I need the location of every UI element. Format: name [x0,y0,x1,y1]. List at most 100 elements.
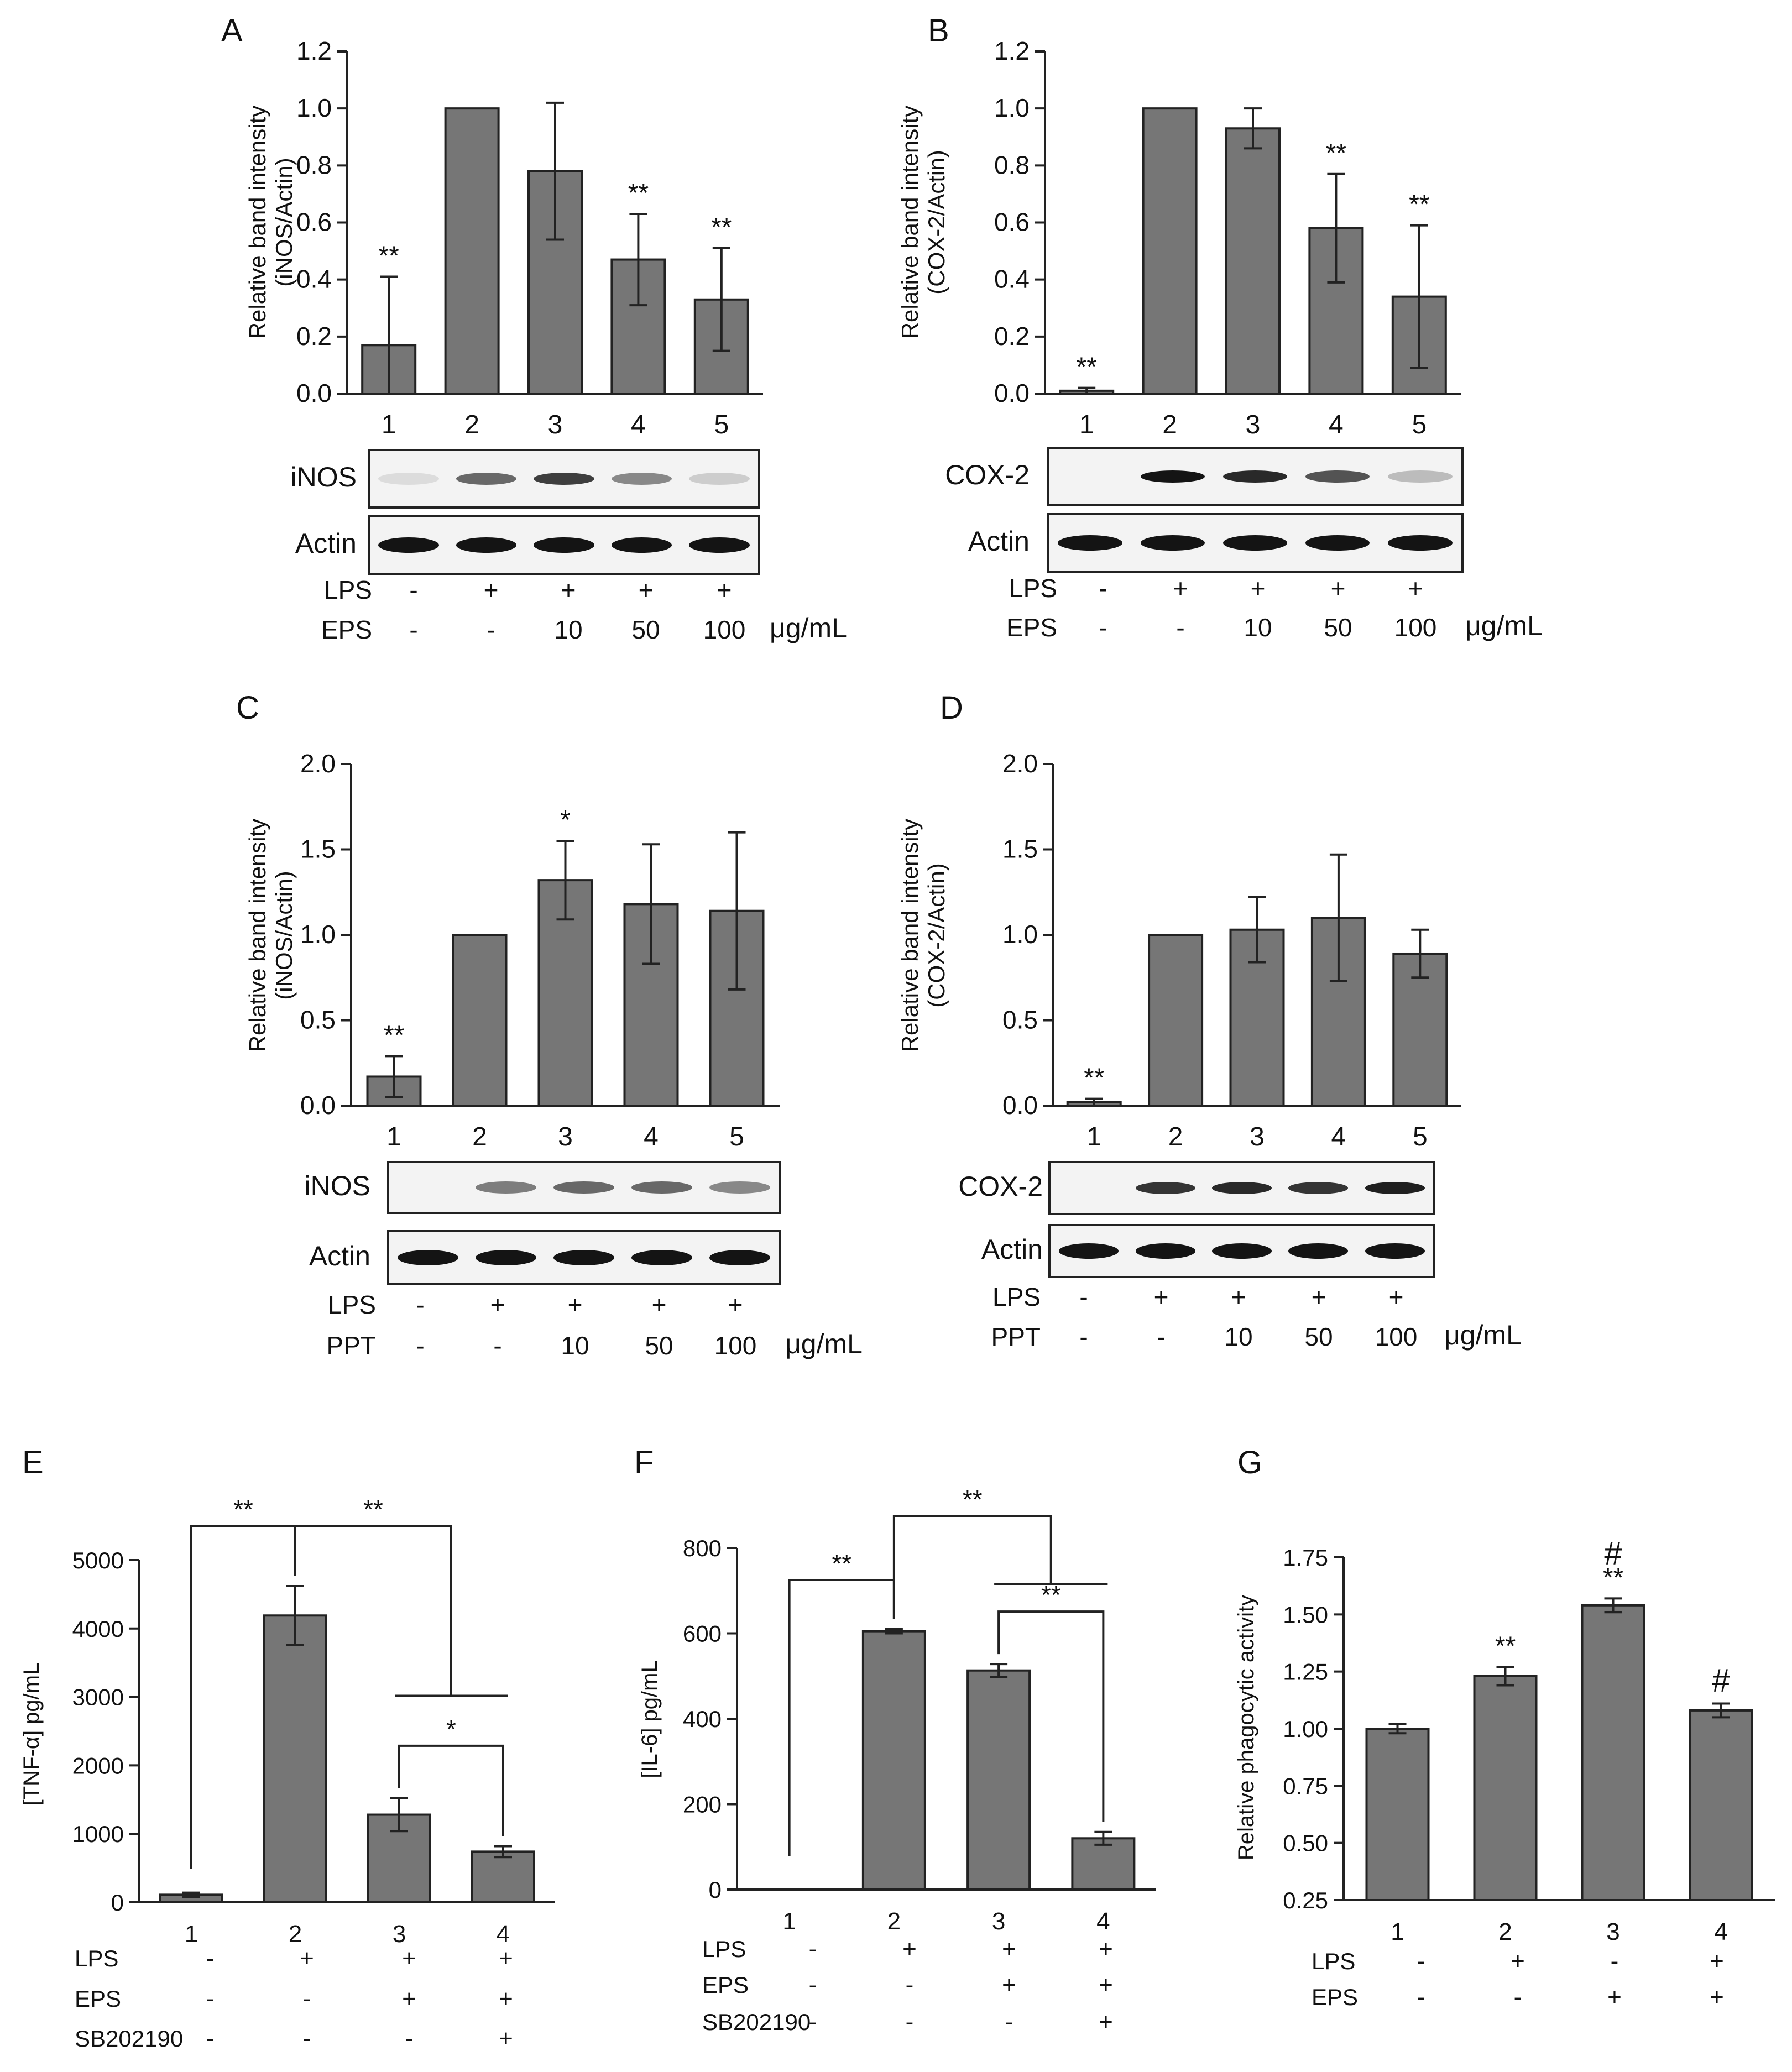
panel-f-bracket-label-1: ** [832,1549,851,1578]
panel-a-y-tick-label: 0.2 [296,322,332,350]
panel-d-x-tick-label: 4 [1331,1122,1346,1152]
panel-a-significance-1: ** [379,242,399,271]
panel-b-significance-5: ** [1409,190,1429,219]
panel-c-y-tick-label: 1.5 [300,835,336,864]
panel-c-bar-5 [709,909,765,1107]
panel-g-condition-value: - [1417,1984,1425,2011]
panel-a-y-label-line2: (iNOS/Actin) [271,158,297,286]
panel-c-y-tick-label: 0.0 [300,1091,336,1119]
panel-a-y-tick-label: 0.4 [296,265,332,294]
panel-b-x-tick-label: 3 [1246,410,1261,439]
panel-g-condition-value: - [1417,1948,1425,1975]
panel-c-band [476,1181,537,1194]
panel-f-condition-value: - [906,2008,914,2036]
panel-a-condition-value: - [487,615,495,644]
panel-c-condition-value: - [416,1290,424,1319]
panel-b-blot-cox-2 [1047,447,1464,506]
panel-b-condition-value: - [1099,613,1107,642]
panel-e-bracket-label-2: ** [363,1495,383,1524]
panel-a-letter: A [221,13,243,49]
panel-a-x-tick-label: 2 [464,410,479,439]
panel-d-condition-label: PPT [991,1322,1041,1351]
panel-a-band [456,537,517,553]
panel-c-blot-label: Actin [309,1241,370,1272]
panel-e-x-tick-label: 3 [393,1921,406,1948]
panel-g-condition-value: + [1710,1984,1724,2011]
panel-e-condition-value: - [405,2025,414,2052]
panel-e-condition-value: - [303,1985,311,2012]
panel-c-band [631,1250,692,1265]
panel-d-condition-label: LPS [992,1283,1041,1311]
panel-c-x-tick-label: 5 [729,1122,744,1152]
panel-c-band [553,1250,614,1265]
panel-g-x-tick-label: 3 [1606,1918,1619,1945]
panel-a-bar-2 [444,107,500,395]
panel-g-y-label: Relative phagocytic activity [1234,1595,1258,1860]
panel-e-x-tick-label: 2 [289,1921,302,1948]
panel-c-letter: C [236,690,259,726]
panel-d-x-tick-label: 1 [1086,1122,1101,1152]
panel-a-blot-label: iNOS [290,462,357,493]
panel-f-x-tick-label: 3 [992,1908,1005,1935]
panel-e-condition-value: + [499,1985,513,2012]
panel-d-y-tick-label: 1.5 [1002,835,1038,864]
panel-f-condition-value: + [1099,1971,1113,1998]
panel-g-bar-3 [1581,1604,1645,1902]
panel-a-x-tick-label: 1 [382,410,396,439]
panel-e-bar-3 [367,1813,431,1903]
panel-c-y-label-line2: (iNOS/Actin) [271,871,297,1000]
panel-a-x-tick-label: 3 [548,410,563,439]
panel-b-x-tick-label: 4 [1329,410,1344,439]
panel-b-blot-label: COX-2 [945,459,1030,490]
panel-f-bracket-label-2: ** [963,1485,983,1514]
panel-c-significance-3: * [560,805,571,835]
panel-d-condition-value: 100 [1375,1322,1418,1351]
panel-a-condition-value: + [484,575,499,604]
panel-a-band [611,537,672,553]
panel-f-condition-value: + [1099,1935,1113,1963]
panel-c-significance-1: ** [384,1021,404,1050]
panel-a-y-tick-label: 0.6 [296,208,332,237]
panel-d-band [1365,1182,1425,1194]
panel-c-condition-value: + [490,1290,505,1319]
panel-c-y-tick-label: 0.5 [300,1006,336,1034]
panel-d-unit: μg/mL [1444,1320,1522,1351]
panel-d-band [1288,1182,1349,1194]
panel-b-band [1305,470,1370,483]
panel-e-condition-label: EPS [75,1986,121,2012]
panel-c-condition-value: + [568,1290,583,1319]
panel-b-y-tick-label: 0.6 [994,208,1030,237]
panel-b-y-tick-label: 0.8 [994,150,1030,179]
panel-d-condition-value: - [1079,1283,1088,1311]
panel-c-band [553,1181,614,1194]
panel-a-unit: μg/mL [770,613,847,643]
panel-a-condition-value: + [561,575,576,604]
panel-f-letter: F [634,1445,654,1480]
panel-a-blot-actin [368,515,760,575]
panel-e-bracket-label-1: ** [233,1495,253,1524]
panel-d-condition-value: - [1079,1322,1088,1351]
panel-a-condition-label: LPS [324,575,372,604]
panel-c-bar-2 [452,934,508,1107]
panel-b-condition-value: 100 [1394,613,1437,642]
panel-c-x-tick-label: 1 [386,1122,401,1152]
panel-d-x-tick-label: 3 [1250,1122,1265,1152]
panel-f-bar-3 [966,1669,1031,1891]
panel-g-y-tick-label: 0.50 [1283,1830,1328,1856]
panel-b-band [1140,535,1205,551]
panel-b-y-label-line2: (COX-2/Actin) [923,150,949,294]
panel-a-band [456,473,517,485]
panel-a-band [378,537,439,553]
panel-c-y-tick-label: 2.0 [300,749,336,778]
panel-g-condition-value: - [1514,1984,1522,2011]
panel-d-bar-2 [1148,934,1204,1107]
panel-d-x-tick-label: 2 [1168,1122,1183,1152]
panel-a-band [689,473,750,485]
panel-a-y-tick-label: 0.8 [296,150,332,179]
panel-e-y-label: [TNF-α] pg/mL [19,1663,44,1806]
panel-c-bar-4 [623,903,679,1107]
panel-b-band [1058,535,1122,551]
panel-d-blot-cox-2 [1048,1161,1435,1215]
panel-e-condition-label: SB202190 [75,2026,183,2052]
panel-a-condition-value: 50 [631,615,660,644]
